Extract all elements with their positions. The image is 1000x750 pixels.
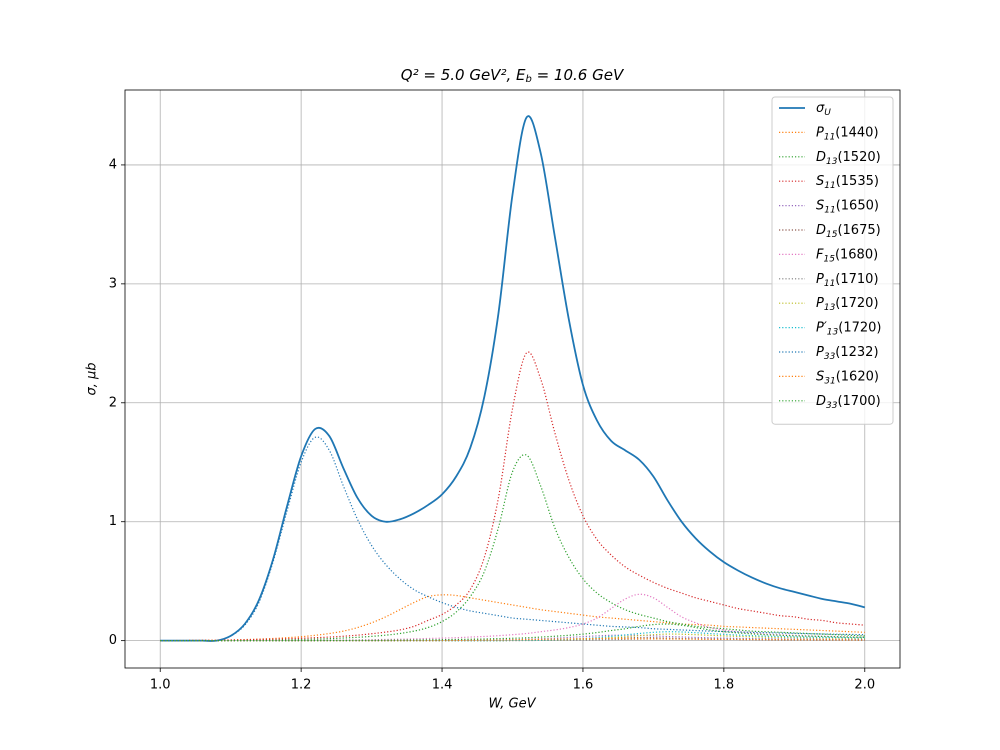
legend-label: P33(1232): [816, 345, 879, 362]
series-line: [160, 623, 865, 642]
legend-label: D13(1520): [816, 149, 881, 166]
y-tick-label: 4: [109, 157, 117, 172]
legend-label: F15(1680): [816, 247, 878, 264]
x-tick-label: 1.6: [573, 678, 594, 693]
series-line: [160, 115, 865, 642]
y-tick-label: 3: [109, 276, 117, 291]
legend-label: D15(1675): [816, 223, 881, 240]
x-axis-label: W, GeV: [488, 697, 536, 712]
legend-label: S31(1620): [816, 369, 879, 386]
x-tick-label: 1.2: [291, 678, 312, 693]
legend-label: P11(1710): [816, 271, 879, 288]
series-line: [160, 454, 865, 642]
y-axis-label: σ, μb: [85, 362, 100, 395]
chart-title: Q² = 5.0 GeV², Eb = 10.6 GeV: [401, 66, 625, 86]
y-tick-label: 2: [109, 395, 117, 410]
x-tick-label: 1.8: [714, 678, 735, 693]
legend-label: σU: [816, 101, 831, 118]
legend-label: P13(1720): [816, 296, 879, 313]
x-tick-label: 1.0: [150, 678, 171, 693]
series-line: [160, 637, 865, 642]
legend-label: P′13(1720): [816, 320, 881, 337]
series-line: [160, 351, 865, 642]
legend-label: S11(1535): [816, 174, 879, 191]
legend-box: [771, 96, 894, 425]
plot-frame: [124, 89, 901, 669]
x-tick-label: 1.4: [432, 678, 453, 693]
series-line: [160, 593, 865, 642]
y-tick-label: 0: [109, 633, 117, 648]
legend-label: P11(1440): [816, 125, 879, 142]
x-tick-label: 2.0: [854, 678, 875, 693]
y-tick-label: 1: [109, 514, 117, 529]
legend-label: S11(1650): [816, 198, 879, 215]
legend-label: D33(1700): [816, 393, 881, 410]
series-line: [160, 436, 865, 642]
